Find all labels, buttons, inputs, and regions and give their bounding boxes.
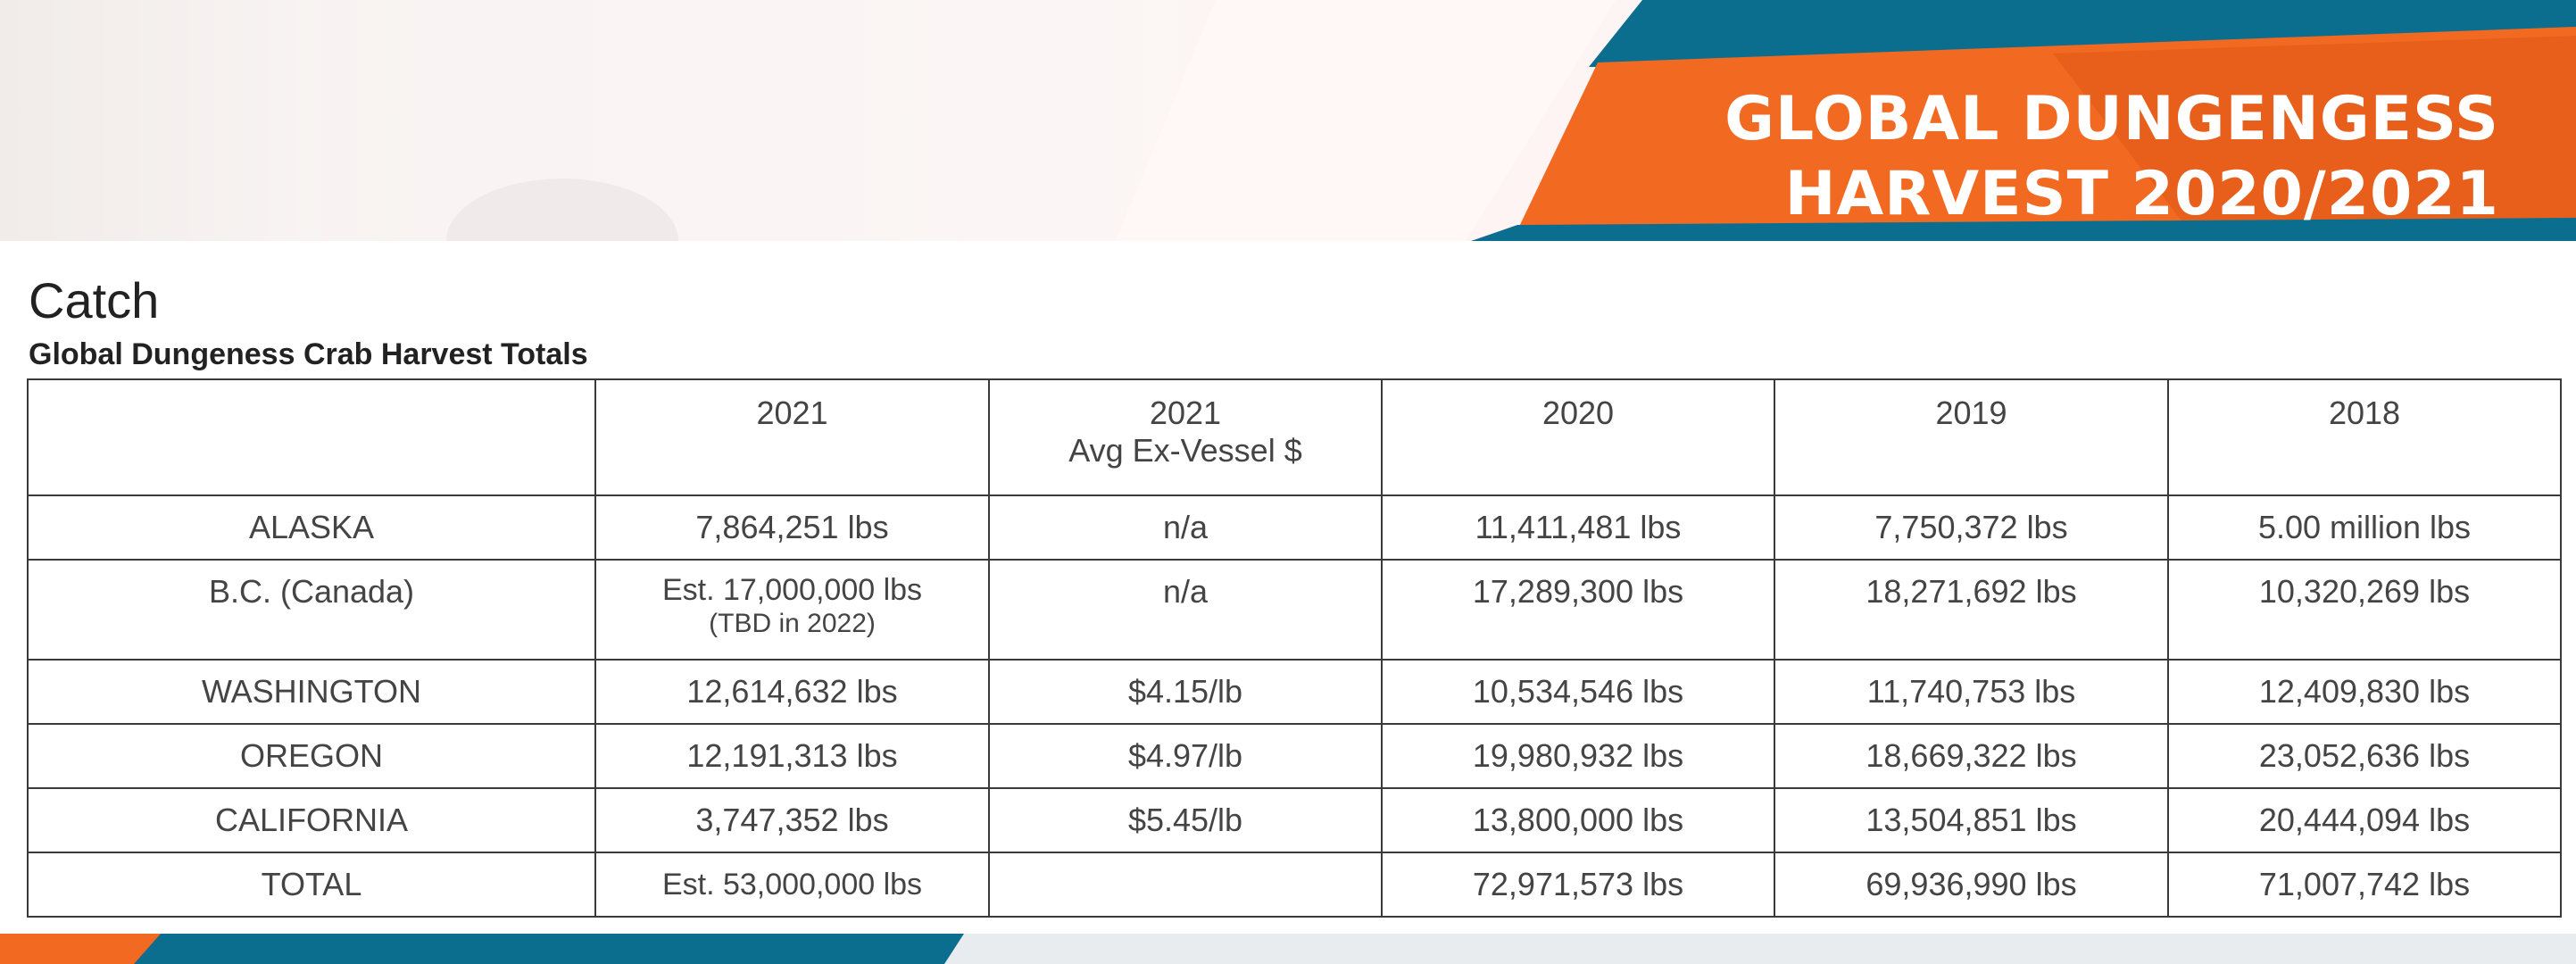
header-2021-avg-price: 2021 Avg Ex-Vessel $ — [988, 378, 1383, 496]
avg-price-cell: $5.45/lb — [988, 787, 1383, 853]
table-row: B.C. (Canada) Est. 17,000,000 lbs (TBD i… — [27, 559, 2562, 661]
header-2018: 2018 — [2167, 378, 2562, 496]
table-caption: Global Dungeness Crab Harvest Totals — [29, 337, 588, 371]
teal-footer-stripe — [0, 934, 964, 964]
faded-background-photo — [0, 0, 321, 241]
avg-price-cell: $4.97/lb — [988, 723, 1383, 789]
harvest-2021-cell: 12,614,632 lbs — [594, 659, 990, 725]
header-2021-avg-price-year: 2021 — [1149, 395, 1222, 431]
harvest-2020-cell: 72,971,573 lbs — [1381, 852, 1775, 918]
harvest-2019-cell: 11,740,753 lbs — [1774, 659, 2169, 725]
section-heading: Catch — [29, 272, 160, 328]
table-row: WASHINGTON 12,614,632 lbs $4.15/lb 10,53… — [27, 659, 2562, 725]
harvest-2019-cell: 69,936,990 lbs — [1774, 852, 2169, 918]
avg-price-cell: $4.15/lb — [988, 659, 1383, 725]
table-row: ALASKA 7,864,251 lbs n/a 11,411,481 lbs … — [27, 494, 2562, 561]
region-cell: WASHINGTON — [27, 659, 596, 725]
region-cell: CALIFORNIA — [27, 787, 596, 853]
harvest-2020-cell: 10,534,546 lbs — [1381, 659, 1775, 725]
region-cell: ALASKA — [27, 494, 596, 561]
harvest-table: 2021 2021 Avg Ex-Vessel $ 2020 2019 2018… — [27, 378, 2562, 918]
banner-title-line1: GLOBAL DUNGENGESS — [1724, 84, 2499, 154]
harvest-2018-cell: 20,444,094 lbs — [2167, 787, 2562, 853]
harvest-2019-cell: 7,750,372 lbs — [1774, 494, 2169, 561]
harvest-2019-cell: 13,504,851 lbs — [1774, 787, 2169, 853]
harvest-2021-value: Est. 17,000,000 lbs — [661, 573, 923, 607]
header-banner: GLOBAL DUNGENGESS HARVEST 2020/2021 — [0, 0, 2576, 241]
table-row: CALIFORNIA 3,747,352 lbs $5.45/lb 13,800… — [27, 787, 2562, 853]
harvest-2021-cell: Est. 53,000,000 lbs — [594, 852, 990, 918]
harvest-2019-cell: 18,669,322 lbs — [1774, 723, 2169, 789]
harvest-2021-note: (TBD in 2022) — [709, 609, 876, 638]
header-2021-avg-price-label: Avg Ex-Vessel $ — [1068, 432, 1302, 469]
avg-price-cell: n/a — [988, 559, 1383, 661]
region-cell: TOTAL — [27, 852, 596, 918]
teal-stripe-bottom — [1471, 218, 2576, 241]
region-cell: B.C. (Canada) — [27, 559, 596, 661]
banner-stripes — [1471, 0, 2576, 241]
harvest-2018-cell: 23,052,636 lbs — [2167, 723, 2562, 789]
harvest-2020-cell: 13,800,000 lbs — [1381, 787, 1775, 853]
header-2021: 2021 — [594, 378, 990, 496]
avg-price-cell: n/a — [988, 494, 1383, 561]
table-row: OREGON 12,191,313 lbs $4.97/lb 19,980,93… — [27, 723, 2562, 789]
harvest-2018-cell: 12,409,830 lbs — [2167, 659, 2562, 725]
banner-title: GLOBAL DUNGENGESS HARVEST 2020/2021 — [1428, 82, 2499, 232]
harvest-2021-cell: 3,747,352 lbs — [594, 787, 990, 853]
orange-footer-accent — [0, 934, 161, 964]
header-2019: 2019 — [1774, 378, 2169, 496]
harvest-2018-cell: 10,320,269 lbs — [2167, 559, 2562, 661]
harvest-2018-cell: 71,007,742 lbs — [2167, 852, 2562, 918]
harvest-2021-cell: 7,864,251 lbs — [594, 494, 990, 561]
harvest-2021-cell: 12,191,313 lbs — [594, 723, 990, 789]
region-cell: OREGON — [27, 723, 596, 789]
header-region — [27, 378, 596, 496]
footer-band — [0, 934, 2576, 964]
harvest-2020-cell: 11,411,481 lbs — [1381, 494, 1775, 561]
table-header-row: 2021 2021 Avg Ex-Vessel $ 2020 2019 2018 — [27, 378, 2562, 496]
header-2020: 2020 — [1381, 378, 1775, 496]
orange-shade — [2053, 36, 2576, 228]
footer-stripes — [0, 934, 964, 964]
harvest-2018-cell: 5.00 million lbs — [2167, 494, 2562, 561]
harvest-2020-cell: 17,289,300 lbs — [1381, 559, 1775, 661]
table-row-total: TOTAL Est. 53,000,000 lbs 72,971,573 lbs… — [27, 852, 2562, 918]
avg-price-cell — [988, 852, 1383, 918]
harvest-2021-cell: Est. 17,000,000 lbs (TBD in 2022) — [594, 559, 990, 661]
harvest-2019-cell: 18,271,692 lbs — [1774, 559, 2169, 661]
harvest-2020-cell: 19,980,932 lbs — [1381, 723, 1775, 789]
banner-title-line2: HARVEST 2020/2021 — [1784, 159, 2499, 229]
